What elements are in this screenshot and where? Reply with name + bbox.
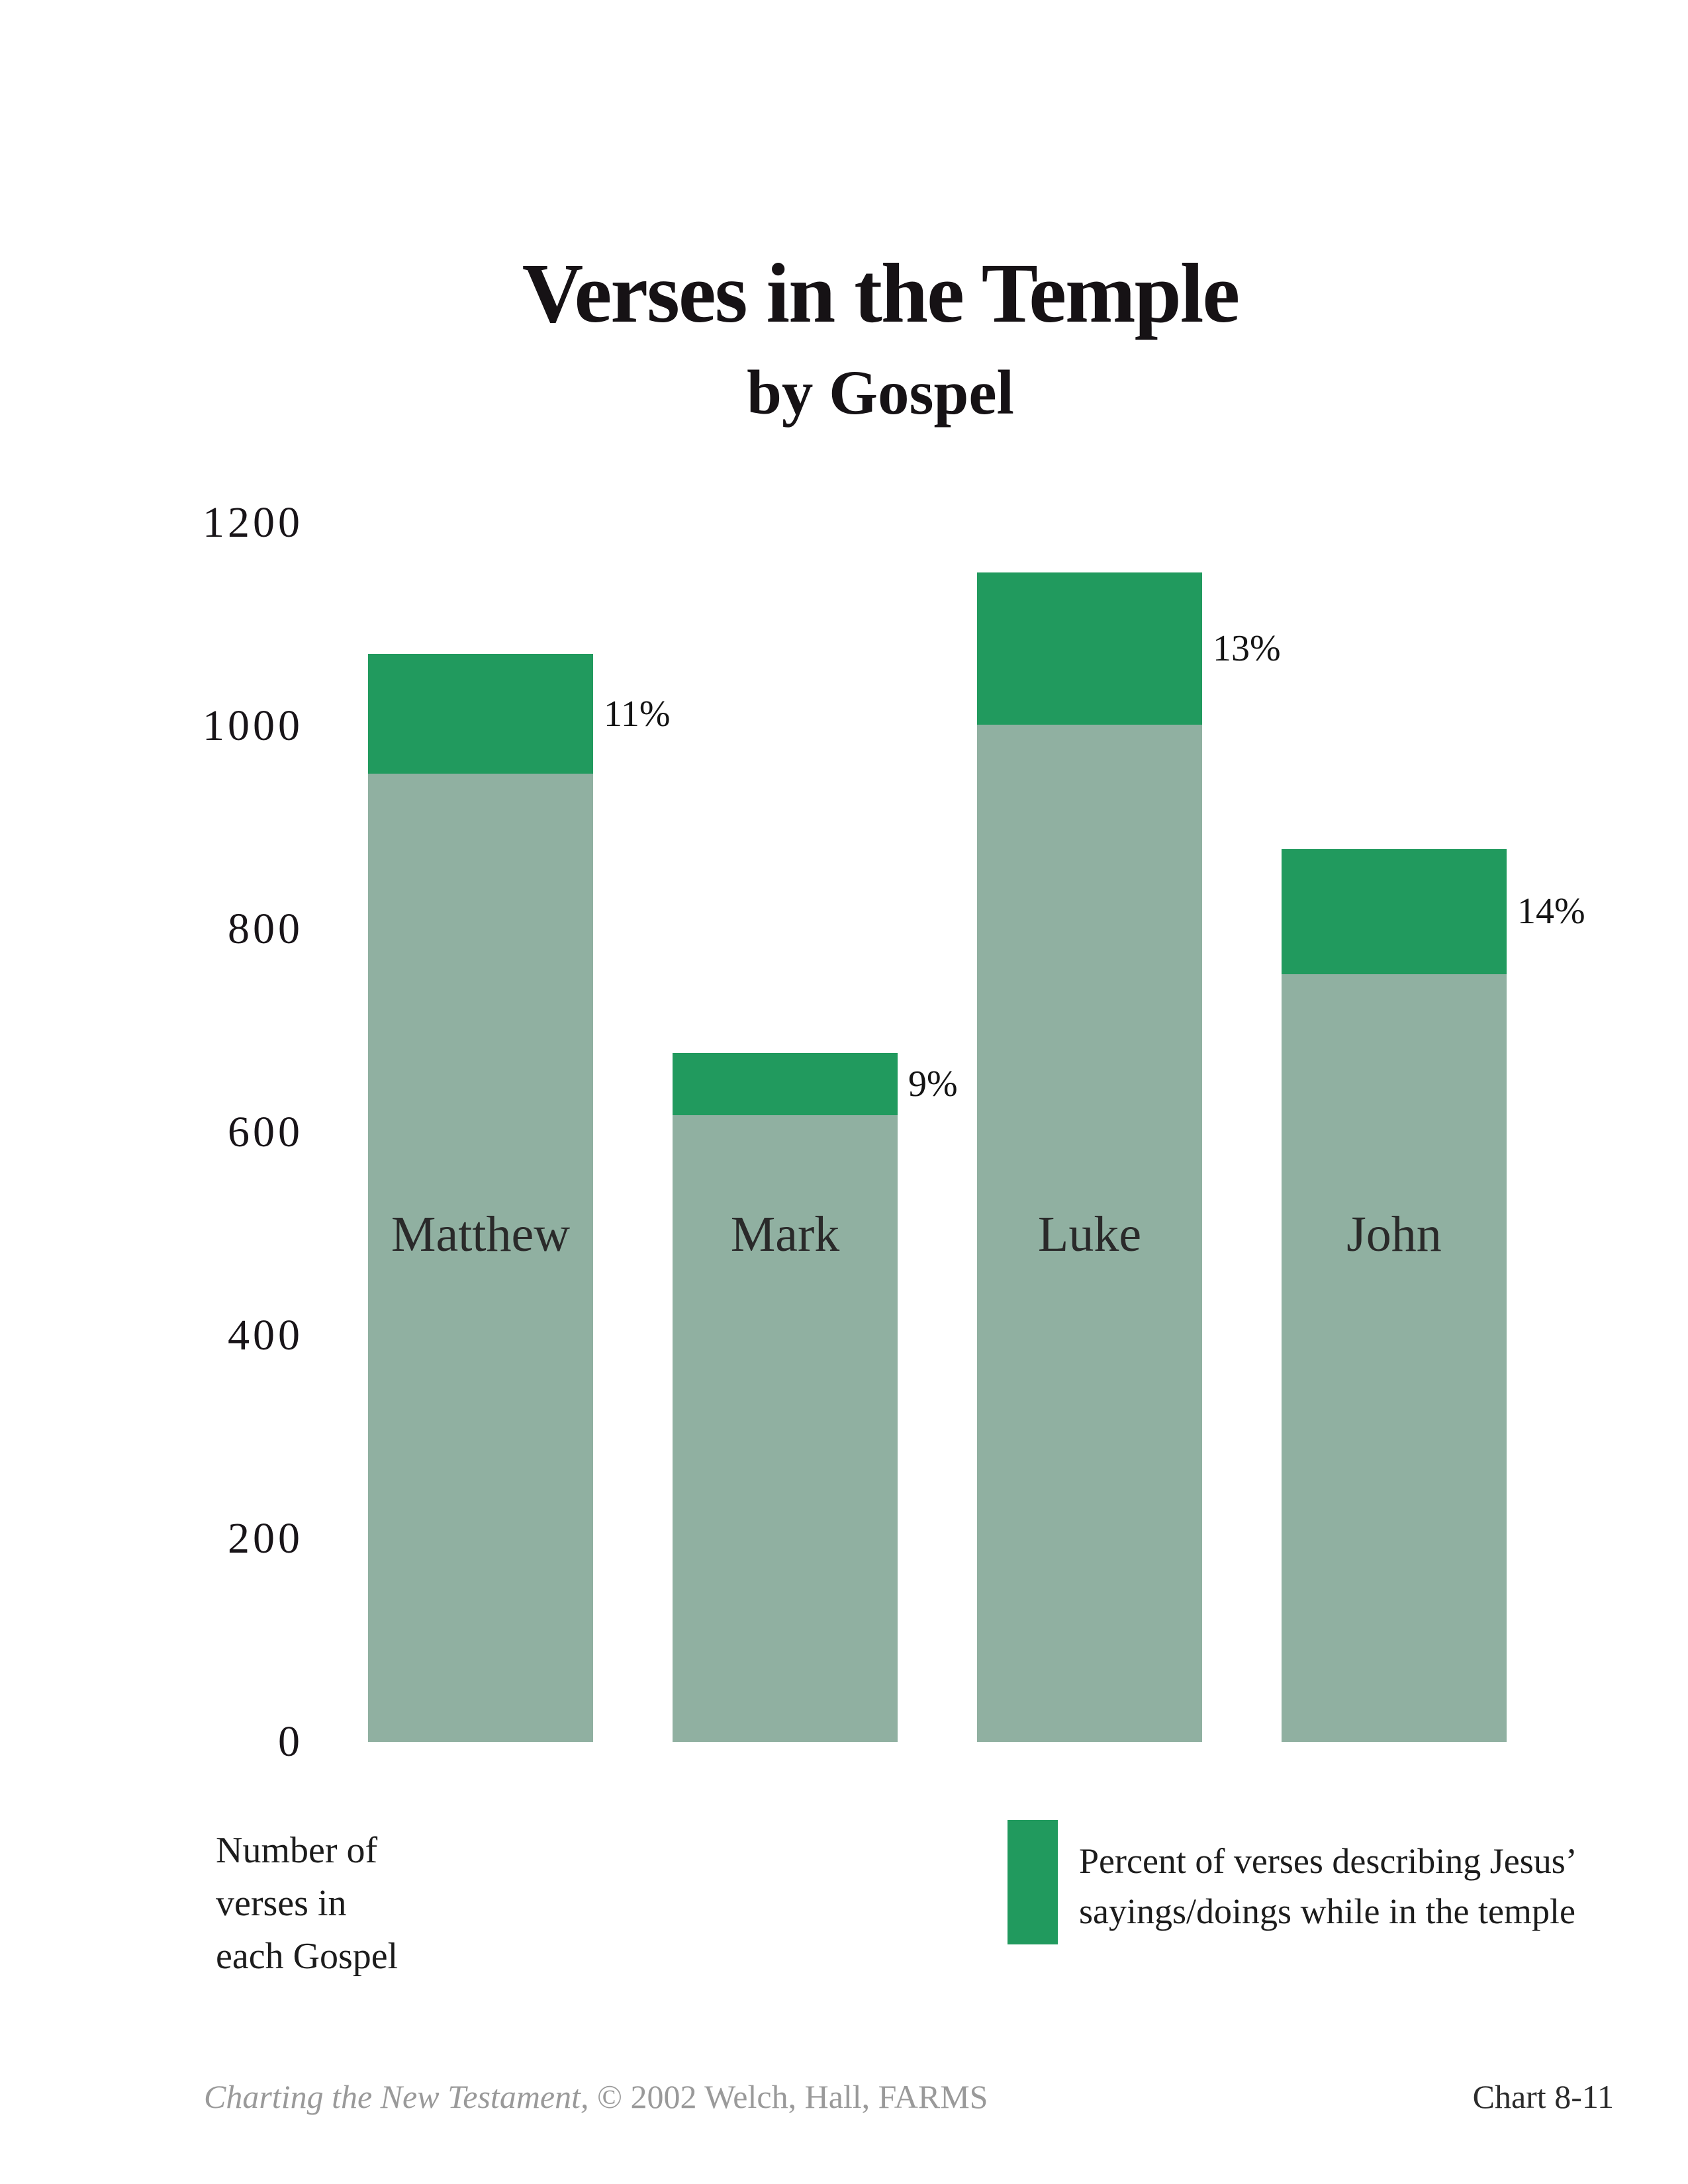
caption-line: verses in: [216, 1883, 347, 1924]
bar-matthew-temple-verses: [368, 654, 593, 774]
footer-source-title: Charting the New Testament,: [204, 2078, 589, 2115]
bar-label-john: John: [1346, 1206, 1442, 1262]
percent-label-john: 14%: [1517, 891, 1585, 933]
legend-label-line: Percent of verses describing Jesus’: [1079, 1841, 1577, 1881]
y-axis-tick-200: 200: [228, 1514, 303, 1563]
y-axis-tick-1000: 1000: [203, 702, 303, 750]
page-title: Verses in the Temple: [522, 246, 1240, 340]
legend-label: Percent of verses describing Jesus’ sayi…: [1079, 1836, 1577, 1936]
bar-luke-temple-verses: [977, 572, 1202, 725]
y-axis-tick-600: 600: [228, 1108, 303, 1156]
y-axis-tick-1200: 1200: [203, 498, 303, 547]
bar-mark-temple-verses: [673, 1053, 898, 1115]
footer-source-credits: © 2002 Welch, Hall, FARMS: [588, 2078, 988, 2115]
caption-line: each Gospel: [216, 1936, 399, 1977]
page-subtitle: by Gospel: [747, 357, 1014, 428]
chart-title-block: Verses in the Temple by Gospel: [199, 244, 1562, 432]
bar-label-mark: Mark: [730, 1206, 840, 1262]
bar-john-temple-verses: [1282, 848, 1507, 974]
footer-chart-number: Chart 8-11: [1472, 2078, 1614, 2115]
percent-label-mark: 9%: [908, 1064, 958, 1105]
bar-label-matthew: Matthew: [391, 1206, 571, 1262]
percent-label-matthew: 11%: [604, 693, 671, 735]
bar-john-gospel-verses: [1282, 974, 1507, 1742]
bar-luke-gospel-verses: [977, 725, 1202, 1742]
bar-label-luke: Luke: [1037, 1206, 1142, 1262]
caption-line: Number of: [216, 1830, 378, 1871]
percent-label-luke: 13%: [1213, 628, 1281, 670]
footer-source: Charting the New Testament, © 2002 Welch…: [204, 2077, 988, 2116]
bar-mark-gospel-verses: [673, 1115, 898, 1742]
y-axis-tick-800: 800: [228, 905, 303, 953]
y-axis-tick-400: 400: [228, 1311, 303, 1359]
legend-label-line: sayings/doings while in the temple: [1079, 1891, 1575, 1931]
bar-matthew-gospel-verses: [368, 774, 593, 1742]
legend-swatch-temple-green: [1008, 1820, 1058, 1944]
y-axis-tick-0: 0: [278, 1717, 303, 1766]
caption-number-of-verses: Number of verses in each Gospel: [216, 1824, 398, 1983]
